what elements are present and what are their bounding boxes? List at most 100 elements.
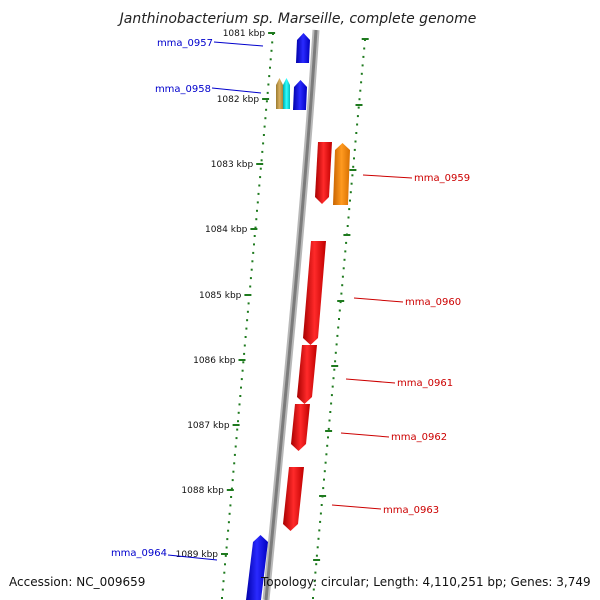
track-dot — [271, 41, 274, 44]
track-dot — [221, 588, 224, 591]
track-dot — [227, 529, 230, 532]
track-dot — [229, 504, 232, 507]
track-dot — [320, 504, 323, 506]
track-dot — [318, 529, 321, 532]
leader-line-mma-0959 — [362, 174, 413, 179]
track-dot — [236, 428, 239, 431]
track-dot — [256, 201, 259, 204]
track-dot — [358, 98, 361, 101]
track-dot — [223, 571, 226, 574]
track-dot — [243, 352, 246, 355]
gene-mma-0963[interactable] — [283, 467, 304, 531]
track-dot — [259, 167, 262, 170]
track-dot — [244, 336, 247, 338]
gene-mma-0957[interactable] — [296, 33, 310, 63]
track-dot — [348, 208, 351, 211]
gene-mma-0962[interactable] — [291, 404, 310, 451]
track-dot — [258, 184, 261, 187]
track-dot — [328, 419, 331, 422]
track-dot — [357, 106, 360, 109]
track-dot — [355, 132, 358, 134]
tick-mark-left — [268, 32, 276, 34]
gene-red-0959a[interactable] — [315, 142, 332, 204]
gene-mma-0958[interactable] — [293, 80, 307, 110]
gene-label-mma-0957[interactable]: mma_0957 — [157, 38, 213, 49]
track-dot — [322, 487, 325, 490]
track-dot — [260, 159, 263, 162]
track-dot — [336, 334, 339, 337]
track-dot — [221, 597, 223, 599]
track-dot — [354, 140, 357, 143]
track-dot — [262, 142, 265, 145]
track-dot — [340, 292, 343, 295]
gene-label-mma-0963[interactable]: mma_0963 — [383, 505, 439, 516]
track-dot — [237, 420, 239, 423]
track-dot — [356, 123, 359, 126]
track-dot — [349, 191, 352, 194]
tick-label: 1082 kbp — [217, 95, 260, 105]
track-dot — [312, 597, 314, 599]
gene-label-mma-0961[interactable]: mma_0961 — [397, 378, 453, 389]
track-dot — [333, 368, 336, 371]
track-dot — [246, 319, 249, 322]
track-dot — [345, 241, 348, 244]
track-dot — [237, 411, 240, 414]
track-dot — [254, 226, 257, 229]
track-dot — [323, 470, 326, 473]
track-dot — [362, 55, 365, 58]
tick-label: 1085 kbp — [199, 291, 242, 301]
track-dot — [230, 487, 233, 490]
track-dot — [327, 427, 330, 430]
track-dot — [330, 402, 333, 405]
genome-summary-text: Topology: circular; Length: 4,110,251 bp… — [260, 575, 591, 589]
kbp-ticks: 1081 kbp 1082 kbp 1083 kbp 1084 kbp 1085 kbp… — [176, 29, 369, 561]
track-dot — [246, 310, 249, 313]
track-dot — [238, 403, 241, 406]
tick-label: 1087 kbp — [187, 421, 230, 431]
tick-mark-right — [325, 430, 333, 432]
track-dot — [262, 134, 265, 136]
track-dot — [344, 250, 347, 253]
track-dot — [265, 108, 268, 111]
track-dot — [264, 117, 267, 120]
gene-label-mma-0960[interactable]: mma_0960 — [405, 297, 461, 308]
gene-mma-0959[interactable] — [333, 143, 350, 205]
track-dot — [268, 75, 271, 78]
gene-mma-0964[interactable] — [246, 535, 268, 600]
tick-label: 1086 kbp — [193, 356, 236, 366]
track-dot — [315, 563, 318, 566]
gene-mma-0961[interactable] — [297, 345, 317, 404]
track-dot — [240, 386, 242, 389]
gene-tan-feature[interactable] — [276, 78, 283, 109]
track-dot — [324, 461, 327, 464]
track-dot — [360, 81, 363, 84]
gene-label-mma-0962[interactable]: mma_0962 — [391, 432, 447, 443]
tick-mark-right — [337, 300, 345, 302]
track-dot — [351, 174, 354, 177]
tick-mark-right — [343, 234, 351, 236]
gene-cyan-feature[interactable] — [283, 78, 290, 109]
gene-label-mma-0964[interactable]: mma_0964 — [111, 548, 167, 559]
left-dotted-track — [221, 33, 274, 599]
track-dot — [350, 182, 353, 185]
track-dot — [314, 571, 317, 574]
right-dotted-track — [312, 39, 366, 599]
gene-mma-0960[interactable] — [303, 241, 326, 345]
gene-label-mma-0958[interactable]: mma_0958 — [155, 84, 211, 95]
track-dot — [235, 437, 238, 440]
gene-label-mma-0959[interactable]: mma_0959 — [414, 173, 470, 184]
track-dot — [338, 309, 341, 312]
track-dot — [342, 267, 345, 270]
track-dot — [331, 385, 334, 388]
track-dot — [315, 554, 318, 557]
leader-line-mma-0964 — [167, 554, 218, 561]
tick-label: 1081 kbp — [223, 29, 266, 39]
track-dot — [326, 444, 329, 447]
track-dot — [224, 554, 227, 557]
track-dot — [253, 235, 256, 237]
leader-line-mma-0960 — [353, 297, 404, 303]
tick-label: 1084 kbp — [205, 225, 248, 235]
track-dot — [249, 285, 252, 288]
genome-backbone-shade — [264, 29, 318, 600]
